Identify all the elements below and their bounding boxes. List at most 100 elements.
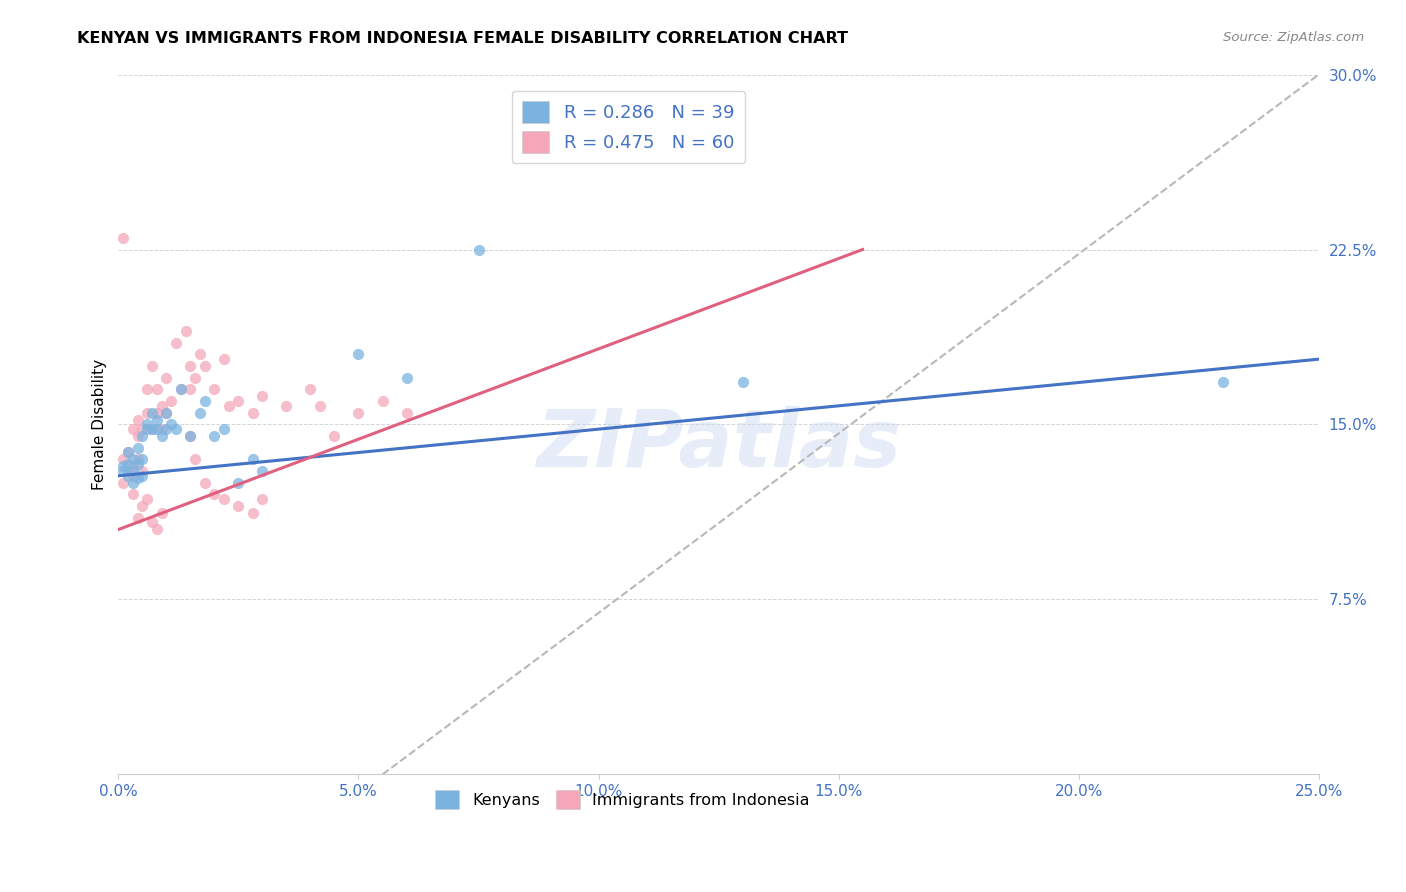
Point — [131, 452, 153, 467]
Point — [155, 371, 177, 385]
Point — [179, 383, 201, 397]
Point — [184, 371, 207, 385]
Point — [204, 429, 226, 443]
Point — [212, 422, 235, 436]
Point — [121, 459, 143, 474]
Point — [121, 468, 143, 483]
Point — [242, 452, 264, 467]
Point — [160, 394, 183, 409]
Point — [252, 492, 274, 507]
Point — [170, 383, 193, 397]
Text: ZIPatlas: ZIPatlas — [536, 407, 901, 484]
Point — [218, 399, 240, 413]
Point — [228, 475, 250, 490]
Point — [146, 406, 169, 420]
Point — [127, 441, 149, 455]
Point — [121, 452, 143, 467]
Legend: Kenyans, Immigrants from Indonesia: Kenyans, Immigrants from Indonesia — [429, 783, 817, 815]
Point — [127, 471, 149, 485]
Point — [127, 452, 149, 467]
Point — [136, 406, 159, 420]
Point — [179, 429, 201, 443]
Point — [141, 422, 163, 436]
Text: KENYAN VS IMMIGRANTS FROM INDONESIA FEMALE DISABILITY CORRELATION CHART: KENYAN VS IMMIGRANTS FROM INDONESIA FEMA… — [77, 31, 848, 46]
Point — [242, 506, 264, 520]
Point — [276, 399, 298, 413]
Point — [188, 347, 211, 361]
Point — [170, 383, 193, 397]
Point — [121, 464, 143, 478]
Point — [127, 429, 149, 443]
Point — [127, 511, 149, 525]
Point — [194, 359, 217, 373]
Point — [131, 468, 153, 483]
Point — [136, 417, 159, 432]
Point — [127, 413, 149, 427]
Point — [131, 422, 153, 436]
Point — [371, 394, 394, 409]
Point — [204, 383, 226, 397]
Point — [117, 457, 139, 471]
Point — [146, 422, 169, 436]
Point — [228, 394, 250, 409]
Point — [252, 464, 274, 478]
Point — [395, 406, 418, 420]
Point — [155, 406, 177, 420]
Point — [121, 422, 143, 436]
Point — [141, 359, 163, 373]
Point — [150, 429, 173, 443]
Point — [160, 417, 183, 432]
Point — [309, 399, 332, 413]
Point — [112, 464, 135, 478]
Point — [323, 429, 346, 443]
Point — [136, 492, 159, 507]
Point — [141, 422, 163, 436]
Point — [1212, 376, 1234, 390]
Point — [212, 352, 235, 367]
Point — [146, 523, 169, 537]
Point — [150, 422, 173, 436]
Point — [174, 324, 197, 338]
Point — [121, 475, 143, 490]
Point — [141, 406, 163, 420]
Point — [179, 429, 201, 443]
Point — [141, 516, 163, 530]
Point — [165, 422, 187, 436]
Point — [146, 413, 169, 427]
Point — [204, 487, 226, 501]
Point — [112, 231, 135, 245]
Point — [131, 499, 153, 513]
Point — [347, 406, 370, 420]
Point — [136, 422, 159, 436]
Text: Source: ZipAtlas.com: Source: ZipAtlas.com — [1223, 31, 1364, 45]
Point — [131, 464, 153, 478]
Point — [127, 457, 149, 471]
Point — [117, 464, 139, 478]
Point — [150, 399, 173, 413]
Point — [194, 394, 217, 409]
Point — [184, 452, 207, 467]
Point — [212, 492, 235, 507]
Point — [117, 445, 139, 459]
Point — [112, 475, 135, 490]
Point — [155, 406, 177, 420]
Point — [112, 452, 135, 467]
Point — [136, 383, 159, 397]
Point — [165, 335, 187, 350]
Point — [121, 487, 143, 501]
Point — [242, 406, 264, 420]
Point — [194, 475, 217, 490]
Point — [299, 383, 322, 397]
Point — [155, 422, 177, 436]
Point — [347, 347, 370, 361]
Point — [228, 499, 250, 513]
Point — [395, 371, 418, 385]
Point — [112, 459, 135, 474]
Y-axis label: Female Disability: Female Disability — [93, 359, 107, 490]
Point — [467, 243, 489, 257]
Point — [146, 383, 169, 397]
Point — [188, 406, 211, 420]
Point — [131, 429, 153, 443]
Point — [252, 390, 274, 404]
Point — [731, 376, 754, 390]
